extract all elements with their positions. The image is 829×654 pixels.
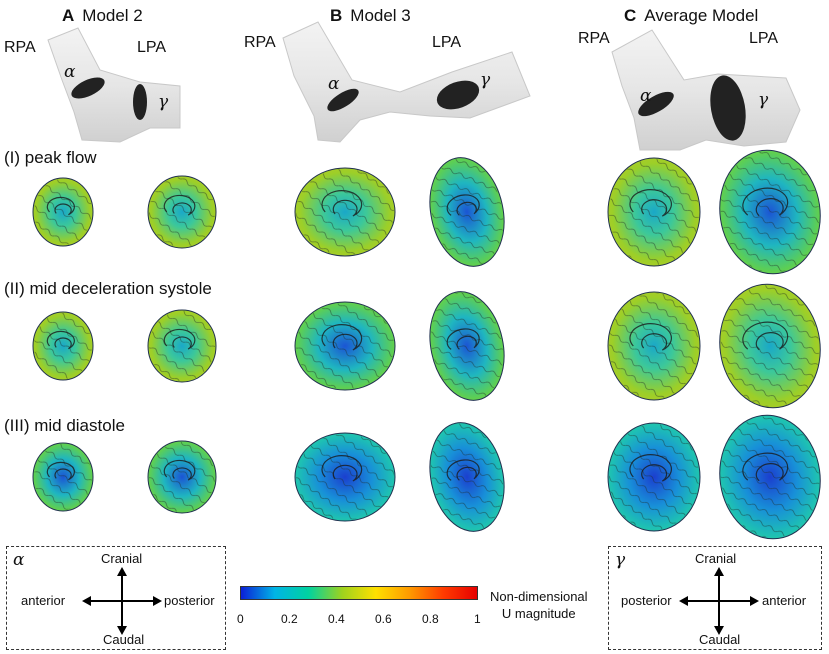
model-2-rpa-label: RPA <box>4 39 36 56</box>
model-2-alpha-mid-diastole-section <box>32 442 94 512</box>
model-2-vessel <box>47 27 181 143</box>
panel-b-name: Model 3 <box>350 6 411 25</box>
model-3-rpa-label: RPA <box>244 34 276 51</box>
panel-c-name: Average Model <box>644 6 759 25</box>
panel-a-letter: A <box>62 6 75 25</box>
model-2-gamma-mid-diastole-section <box>147 440 217 514</box>
model-3-gamma-peak-flow-section <box>429 157 505 267</box>
average-model-gamma-label: γ <box>758 90 769 110</box>
model-3-lpa-label: LPA <box>432 34 462 51</box>
average-model-vessel <box>611 29 801 151</box>
legend-gamma-right-label: anterior <box>762 593 807 608</box>
model-2-lpa-label: LPA <box>137 39 167 56</box>
average-model-rpa-label: RPA <box>578 30 610 47</box>
model-2-alpha-outlet <box>71 77 105 99</box>
model-2-gamma-outlet <box>133 84 147 120</box>
average-model-alpha-mid-diastole-section <box>607 422 701 532</box>
model-3-gamma-mid-diastole-section <box>429 422 505 532</box>
panel-c-title: C Average Model <box>624 6 758 26</box>
legend-alpha-right-label: posterior <box>164 593 215 608</box>
panel-b-title: B Model 3 <box>330 6 411 26</box>
model-3-alpha-peak-flow-section <box>294 167 396 257</box>
model-2-alpha-mid-deceleration-systole-section <box>32 311 94 381</box>
model-3-alpha-outlet <box>327 88 359 112</box>
row-label-mid-diastole: (III) mid diastole <box>4 416 125 435</box>
row-label-mid-deceleration-systole: (II) mid deceleration systole <box>4 279 212 298</box>
flow-cross-sections <box>32 149 821 540</box>
model-3-vessel <box>282 21 531 143</box>
legend-alpha-up-label: Cranial <box>101 551 143 566</box>
colorbar-caption-line1: Non-dimensional <box>490 589 588 604</box>
model-2-gamma-label: γ <box>158 92 169 112</box>
colorbar-caption-line2: U magnitude <box>501 606 576 621</box>
average-model-alpha-label: α <box>640 86 652 106</box>
legend-gamma-orientation: γ Cranial Caudal posterior anterior <box>608 546 822 650</box>
model-2-gamma-mid-deceleration-systole-section <box>147 309 217 383</box>
colorbar-caption: Non-dimensional U magnitude <box>490 588 588 622</box>
legend-alpha-orientation: α Cranial Caudal anterior posterior <box>6 546 226 650</box>
legend-alpha-symbol: α <box>13 550 25 570</box>
legend-alpha-down-label: Caudal <box>103 632 145 647</box>
average-model-alpha-mid-deceleration-systole-section <box>607 291 701 401</box>
model-2-alpha-label: α <box>64 62 76 82</box>
legend-gamma-symbol: γ <box>615 550 626 570</box>
colorbar-tick-0: 0 <box>237 612 244 626</box>
legend-alpha-cross-arrows <box>82 567 162 635</box>
model-3-gamma-outlet <box>436 80 480 110</box>
average-model-alpha-outlet <box>638 91 674 117</box>
panel-a-title: A Model 2 <box>62 6 143 26</box>
vessel-models <box>47 21 801 151</box>
model-2-alpha-peak-flow-section <box>32 177 94 247</box>
model-3-alpha-mid-diastole-section <box>294 432 396 522</box>
colorbar-tick-0-4: 0.4 <box>328 612 345 626</box>
colorbar-tick-0-6: 0.6 <box>375 612 392 626</box>
average-model-alpha-peak-flow-section <box>607 157 701 267</box>
average-model-gamma-mid-diastole-section <box>719 414 821 540</box>
model-3-gamma-label: γ <box>480 70 491 90</box>
panel-c-letter: C <box>624 6 637 25</box>
model-2-gamma-peak-flow-section <box>147 175 217 249</box>
legend-gamma-left-label: posterior <box>621 593 672 608</box>
average-model-gamma-peak-flow-section <box>719 149 821 275</box>
colorbar-tick-0-2: 0.2 <box>281 612 298 626</box>
legend-gamma-down-label: Caudal <box>699 632 741 647</box>
model-3-gamma-mid-deceleration-systole-section <box>429 291 505 401</box>
model-3-alpha-label: α <box>328 74 340 94</box>
legend-gamma-cross-arrows <box>679 567 759 635</box>
colorbar <box>240 586 478 600</box>
row-label-peak-flow: (I) peak flow <box>4 148 97 167</box>
colorbar-tick-0-8: 0.8 <box>422 612 439 626</box>
panel-b-letter: B <box>330 6 343 25</box>
model-3-alpha-mid-deceleration-systole-section <box>294 301 396 391</box>
average-model-gamma-outlet <box>710 75 746 141</box>
average-model-lpa-label: LPA <box>749 30 779 47</box>
legend-alpha-left-label: anterior <box>21 593 66 608</box>
panel-a-name: Model 2 <box>82 6 143 25</box>
average-model-gamma-mid-deceleration-systole-section <box>719 283 821 409</box>
legend-gamma-up-label: Cranial <box>695 551 737 566</box>
colorbar-tick-1: 1 <box>474 612 481 626</box>
